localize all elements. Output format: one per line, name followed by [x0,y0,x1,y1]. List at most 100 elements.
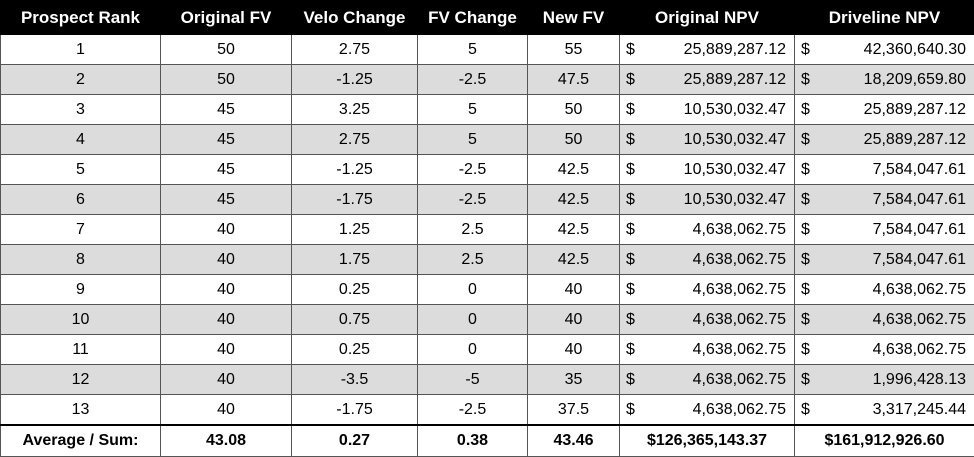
cell-original-fv: 40 [161,245,292,275]
cell-driveline-npv: $7,584,047.61 [795,215,974,245]
cell-prospect-rank: 9 [1,275,161,305]
currency-symbol: $ [626,41,635,59]
cell-original-npv: $4,638,062.75 [620,275,795,305]
money-value: 7,584,047.61 [873,191,966,208]
cell-driveline-npv: $25,889,287.12 [795,125,974,155]
cell-new-fv: 42.5 [528,215,620,245]
cell-original-npv: $10,530,032.47 [620,155,795,185]
cell-fv-change: 0 [418,305,528,335]
cell-new-fv: 37.5 [528,395,620,426]
cell-prospect-rank: 7 [1,215,161,245]
currency-symbol: $ [801,341,810,359]
cell-driveline-npv: $7,584,047.61 [795,245,974,275]
cell-original-npv: $4,638,062.75 [620,365,795,395]
cell-velo-change: 0.25 [292,275,418,305]
cell-velo-change: 2.75 [292,125,418,155]
footer-row: Average / Sum: 43.08 0.27 0.38 43.46 $12… [1,425,974,457]
cell-prospect-rank: 10 [1,305,161,335]
cell-new-fv: 42.5 [528,245,620,275]
money-value: 4,638,062.75 [693,371,786,388]
cell-original-npv: $25,889,287.12 [620,35,795,65]
cell-prospect-rank: 12 [1,365,161,395]
cell-fv-change: 5 [418,95,528,125]
money-value: 18,209,659.80 [864,71,966,88]
cell-fv-change: -2.5 [418,155,528,185]
cell-prospect-rank: 4 [1,125,161,155]
cell-original-npv: $4,638,062.75 [620,395,795,426]
cell-new-fv: 40 [528,305,620,335]
footer-driveline-npv: $161,912,926.60 [795,425,974,457]
money-value: 4,638,062.75 [693,281,786,298]
cell-prospect-rank: 8 [1,245,161,275]
table-header: Prospect Rank Original FV Velo Change FV… [1,1,974,35]
cell-original-fv: 50 [161,35,292,65]
cell-fv-change: 0 [418,335,528,365]
cell-fv-change: 5 [418,125,528,155]
currency-symbol: $ [801,191,810,209]
cell-driveline-npv: $4,638,062.75 [795,275,974,305]
header-row: Prospect Rank Original FV Velo Change FV… [1,1,974,35]
footer-velo-change: 0.27 [292,425,418,457]
money-value: 4,638,062.75 [873,281,966,298]
currency-symbol: $ [801,251,810,269]
cell-new-fv: 40 [528,335,620,365]
cell-original-fv: 45 [161,155,292,185]
cell-original-npv: $4,638,062.75 [620,305,795,335]
cell-original-npv: $4,638,062.75 [620,335,795,365]
money-value: 4,638,062.75 [693,221,786,238]
money-value: 4,638,062.75 [873,341,966,358]
cell-new-fv: 55 [528,35,620,65]
currency-symbol: $ [626,71,635,89]
cell-velo-change: -1.25 [292,155,418,185]
footer-original-npv: $126,365,143.37 [620,425,795,457]
cell-velo-change: 2.75 [292,35,418,65]
header-original-fv: Original FV [161,1,292,35]
cell-fv-change: 2.5 [418,245,528,275]
money-value: 25,889,287.12 [864,131,966,148]
cell-driveline-npv: $18,209,659.80 [795,65,974,95]
cell-velo-change: -1.75 [292,395,418,426]
cell-prospect-rank: 5 [1,155,161,185]
money-value: 25,889,287.12 [864,101,966,118]
currency-symbol: $ [626,371,635,389]
money-value: 4,638,062.75 [693,341,786,358]
currency-symbol: $ [801,131,810,149]
currency-symbol: $ [626,401,635,419]
cell-prospect-rank: 2 [1,65,161,95]
cell-driveline-npv: $4,638,062.75 [795,305,974,335]
currency-symbol: $ [626,221,635,239]
cell-original-npv: $4,638,062.75 [620,215,795,245]
cell-new-fv: 50 [528,95,620,125]
cell-prospect-rank: 11 [1,335,161,365]
money-value: 10,530,032.47 [684,161,786,178]
cell-new-fv: 42.5 [528,185,620,215]
header-prospect-rank: Prospect Rank [1,1,161,35]
currency-symbol: $ [626,191,635,209]
cell-original-fv: 40 [161,275,292,305]
cell-driveline-npv: $3,317,245.44 [795,395,974,426]
cell-new-fv: 47.5 [528,65,620,95]
money-value: 4,638,062.75 [873,311,966,328]
money-value: 7,584,047.61 [873,161,966,178]
cell-driveline-npv: $7,584,047.61 [795,155,974,185]
money-value: 3,317,245.44 [873,401,966,418]
footer-new-fv: 43.46 [528,425,620,457]
currency-symbol: $ [801,41,810,59]
cell-original-npv: $25,889,287.12 [620,65,795,95]
cell-new-fv: 42.5 [528,155,620,185]
footer-fv-change: 0.38 [418,425,528,457]
cell-original-fv: 40 [161,335,292,365]
cell-prospect-rank: 6 [1,185,161,215]
cell-fv-change: -5 [418,365,528,395]
cell-original-fv: 40 [161,395,292,426]
currency-symbol: $ [626,161,635,179]
cell-driveline-npv: $7,584,047.61 [795,185,974,215]
table-footer: Average / Sum: 43.08 0.27 0.38 43.46 $12… [1,425,974,457]
